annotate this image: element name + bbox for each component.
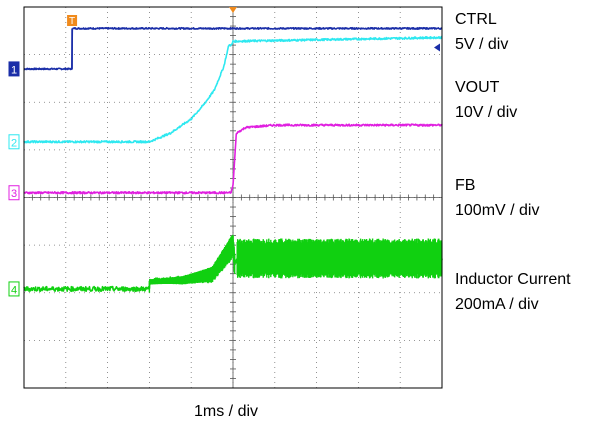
ctrl-name-label: CTRL (455, 11, 497, 28)
inductor-current-name-label: Inductor Current (455, 271, 571, 288)
channel-markers: 1 2 3 4 T (8, 7, 440, 297)
trigger-level-marker (434, 43, 440, 52)
graticule (23, 6, 443, 389)
channel-marker-number: 4 (11, 284, 17, 296)
vout-name-label: VOUT (455, 79, 500, 96)
channel-marker-number: 1 (11, 64, 17, 76)
channel-marker-1: 1 (8, 61, 20, 77)
channel-marker-box (8, 281, 20, 297)
ctrl-scale-label: 5V / div (455, 36, 509, 53)
time-scale-label: 1ms / div (194, 403, 259, 420)
inductor-current-startup-ripple (148, 234, 236, 293)
inductor-current-ripple-band (236, 238, 443, 279)
channel-marker-box (8, 134, 20, 150)
channel-marker-number: 3 (11, 188, 17, 200)
trigger-time-marker (229, 7, 237, 13)
trace-vout (23, 35, 443, 144)
inductor-current-scale-label: 200mA / div (455, 296, 539, 313)
channel-marker-number: 2 (11, 137, 17, 149)
channel-marker-box (8, 185, 20, 201)
fb-name-label: FB (455, 177, 476, 194)
trigger-marker-letter: T (69, 16, 75, 27)
fb-scale-label: 100mV / div (455, 202, 540, 219)
vout-scale-label: 10V / div (455, 104, 518, 121)
trace-ctrl (23, 26, 443, 71)
trigger-marker (67, 15, 78, 26)
channel-marker-4: 4 (8, 281, 20, 297)
channel-marker-2: 2 (8, 134, 20, 150)
trace-fb (23, 123, 443, 195)
channel-marker-box (8, 61, 20, 77)
traces (23, 26, 443, 293)
channel-marker-3: 3 (8, 185, 20, 201)
